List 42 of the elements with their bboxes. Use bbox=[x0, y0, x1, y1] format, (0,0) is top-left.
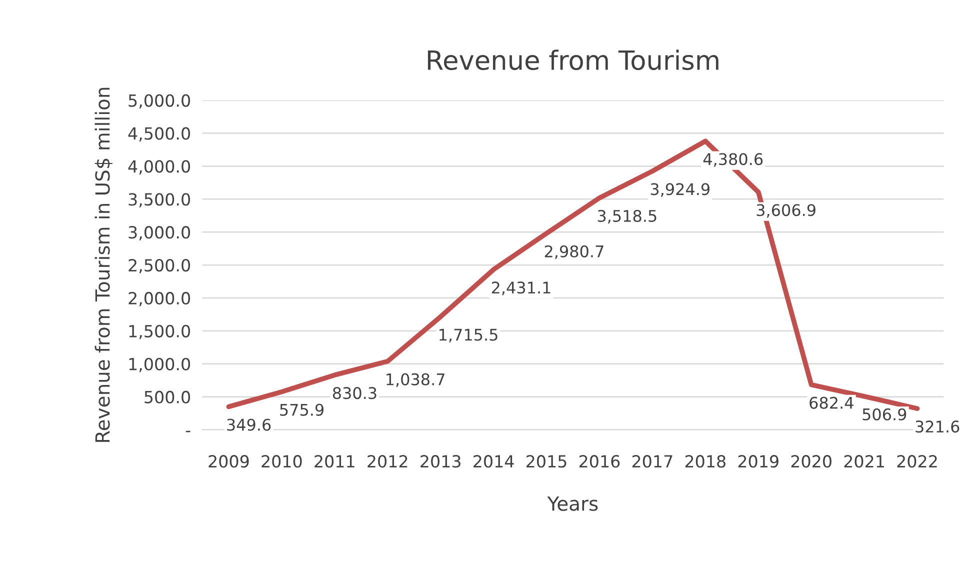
data-label: 2,431.1 bbox=[492, 282, 550, 296]
x-tick-label: 2022 bbox=[897, 455, 937, 468]
data-label: 506.9 bbox=[862, 408, 906, 420]
data-label: 3,924.9 bbox=[650, 183, 710, 197]
y-tick-label: 5,000.0 bbox=[128, 94, 190, 109]
x-tick-label: 2013 bbox=[420, 455, 460, 468]
x-axis-title: Years bbox=[547, 496, 598, 511]
y-tick-label: 2,500.0 bbox=[128, 258, 190, 274]
x-tick-label: 2021 bbox=[844, 455, 884, 468]
chart-title: Revenue from Tourism bbox=[428, 50, 718, 70]
y-tick-label: 500.0 bbox=[144, 390, 190, 404]
y-tick-label: 2,000.0 bbox=[128, 292, 190, 306]
x-tick-label: 2012 bbox=[368, 455, 408, 468]
x-tick-label: 2009 bbox=[208, 455, 249, 468]
data-label: 4,380.6 bbox=[703, 153, 763, 167]
x-tick-label: 2015 bbox=[526, 455, 566, 468]
data-label: 3,606.9 bbox=[756, 204, 816, 218]
y-tick-label: 3,000.0 bbox=[128, 226, 190, 240]
data-label: 575.9 bbox=[280, 404, 324, 416]
x-tick-label: 2019 bbox=[738, 455, 778, 468]
data-label: 1,715.5 bbox=[440, 328, 498, 342]
data-label: 1,038.7 bbox=[386, 373, 444, 388]
data-label: 682.4 bbox=[810, 396, 854, 409]
y-axis-title: Revenue from Tourism in US$ million bbox=[94, 88, 112, 442]
data-label: 2,980.7 bbox=[544, 245, 604, 260]
x-tick-label: 2020 bbox=[791, 455, 832, 468]
x-tick-label: 2017 bbox=[632, 455, 672, 468]
x-tick-label: 2018 bbox=[685, 455, 726, 468]
y-tick-label: 3,500.0 bbox=[128, 193, 190, 208]
y-tick-label: - bbox=[186, 430, 190, 432]
x-tick-label: 2010 bbox=[262, 455, 302, 468]
x-tick-label: 2011 bbox=[314, 455, 354, 468]
x-tick-label: 2016 bbox=[579, 455, 620, 468]
data-label: 3,518.5 bbox=[598, 210, 656, 224]
data-label: 321.6 bbox=[916, 420, 960, 433]
y-tick-label: 1,000.0 bbox=[129, 358, 190, 372]
y-tick-label: 4,000.0 bbox=[128, 160, 190, 174]
data-label: 830.3 bbox=[332, 387, 376, 400]
y-tick-label: 4,500.0 bbox=[128, 127, 190, 142]
y-tick-label: 1,500.0 bbox=[129, 324, 190, 340]
x-tick-label: 2014 bbox=[474, 455, 514, 468]
data-label: 349.6 bbox=[227, 418, 271, 431]
